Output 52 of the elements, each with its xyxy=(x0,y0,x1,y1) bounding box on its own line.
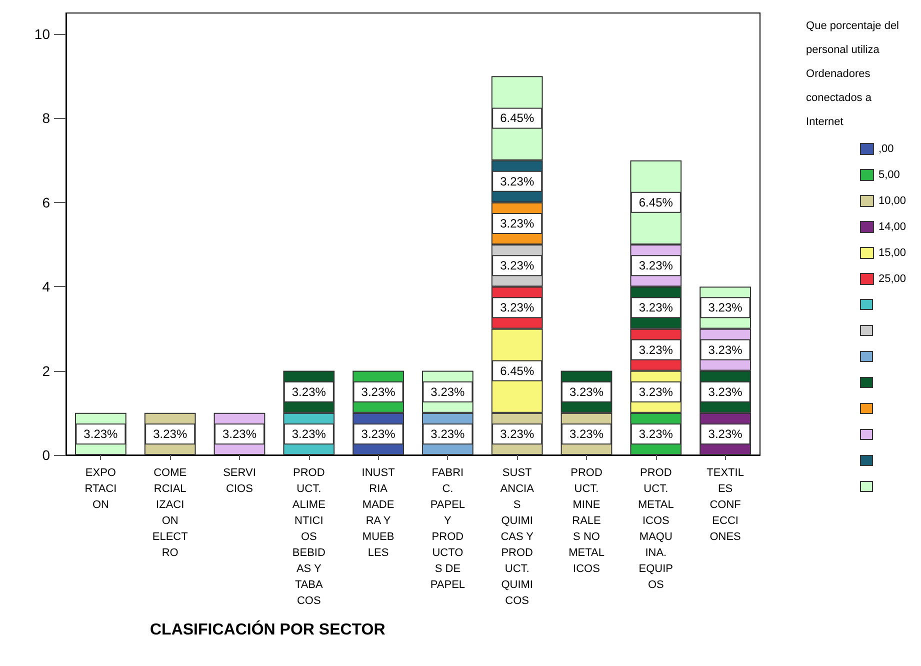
annotation: 3.23% xyxy=(638,300,674,315)
x-tick-label: EXPO RTACI ON xyxy=(84,467,117,511)
x-tick-label: TEXTIL ES CONF ECCI ONES xyxy=(706,467,744,543)
category-label: SUST ANCIA S QUIMI CAS Y PROD UCT. QUIMI COS xyxy=(500,467,534,607)
annotation: 3.23% xyxy=(569,426,604,441)
annotation: 3.23% xyxy=(500,258,534,273)
annotation: 3.23% xyxy=(292,426,326,441)
legend-label: 15,00 xyxy=(878,247,906,259)
x-tick-label: INUST RIA MADE RA Y MUEB LES xyxy=(362,467,396,559)
annotation: 3.23% xyxy=(500,216,534,230)
annotation: 3.23% xyxy=(638,426,674,441)
x-tick-label: PROD UCT. METAL ICOS MAQU INA. EQUIP OS xyxy=(638,467,674,591)
annotation: 6.45% xyxy=(500,364,534,378)
x-tick-label: SERVI CIOS xyxy=(223,467,256,495)
legend-label: 25,00 xyxy=(878,273,906,285)
annotation: 6.45% xyxy=(500,111,534,126)
annotation: 3.23% xyxy=(430,426,466,441)
annotation: 3.23% xyxy=(292,384,326,399)
annotation: 3.23% xyxy=(638,258,674,273)
annotation: 3.23% xyxy=(222,426,257,441)
annotation: 3.23% xyxy=(638,342,674,357)
y-tick-label: 10 xyxy=(34,26,50,42)
y-tick-label: 6 xyxy=(42,194,50,210)
annotation: 3.23% xyxy=(500,426,534,441)
x-tick-label: COME RCIAL IZACI ON ELECT RO xyxy=(152,467,188,559)
annotation: 3.23% xyxy=(500,300,534,315)
x-tick-label: FABRI C. PAPEL Y PROD UCTO S DE PAPEL xyxy=(430,467,466,591)
legend-label: 5,00 xyxy=(878,169,900,181)
legend-title: Que porcentaje del personal utiliza Ordenadores conectados a Internet xyxy=(806,20,899,128)
annotation: 3.23% xyxy=(569,384,604,399)
legend-label: 10,00 xyxy=(878,195,906,207)
annotation: 3.23% xyxy=(638,384,674,399)
annotation: 3.23% xyxy=(361,384,396,399)
annotation: 3.23% xyxy=(361,426,396,441)
annotation: 3.23% xyxy=(153,426,188,441)
y-tick-label: 0 xyxy=(42,447,50,463)
y-tick-label: 2 xyxy=(42,362,50,379)
y-tick-label: 4 xyxy=(42,278,50,295)
legend-label: 14,00 xyxy=(878,221,906,233)
legend-label: ,00 xyxy=(878,143,894,155)
annotation: 3.23% xyxy=(500,174,534,188)
x-axis-title: CLASIFICACIÓN POR SECTOR xyxy=(150,620,386,638)
annotation: 3.23% xyxy=(708,426,743,441)
y-tick-label: 8 xyxy=(42,110,50,126)
category-label: PROD UCT. ALIME NTICI OS BEBID AS Y TABA COS xyxy=(292,467,326,607)
annotation: 3.23% xyxy=(708,300,743,315)
annotation: 6.45% xyxy=(638,195,674,210)
annotation: 3.23% xyxy=(708,342,743,357)
annotation: 3.23% xyxy=(84,426,118,441)
annotation: 3.23% xyxy=(430,384,466,399)
x-tick-label: PROD UCT. MINE RALE S NO METAL ICOS xyxy=(568,467,604,575)
annotation: 3.23% xyxy=(708,384,743,399)
